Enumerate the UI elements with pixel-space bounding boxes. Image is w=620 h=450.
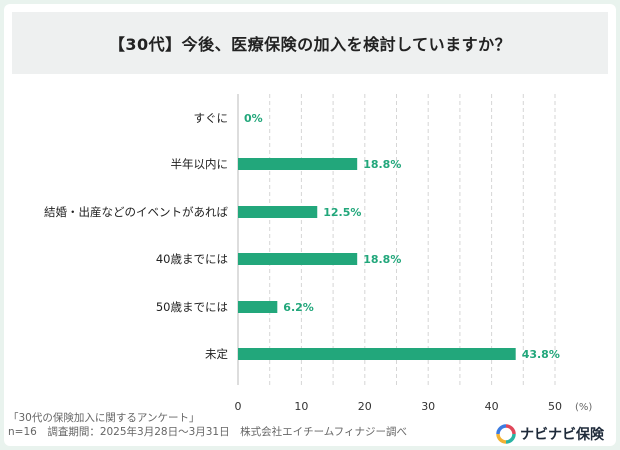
logo-text: ナビナビ保険 xyxy=(520,427,604,443)
category-label: 未定 xyxy=(205,347,228,361)
value-label: 18.8% xyxy=(363,253,401,266)
survey-details: n=16 調査期間：2025年3月28日～3月31日 株式会社エイチームフィナジ… xyxy=(8,426,407,438)
grid-lines xyxy=(237,94,556,385)
value-label: 43.8% xyxy=(522,348,560,361)
x-tick-label: 40 xyxy=(485,400,499,413)
x-tick-label: 10 xyxy=(294,400,308,413)
value-labels: 0% 18.8% 12.5% 18.8% 6.2% 43.8% xyxy=(244,112,560,361)
title-bar: 【30代】今後、医療保険の加入を検討していますか？ xyxy=(12,12,608,74)
chart-title: 【30代】今後、医療保険の加入を検討していますか？ xyxy=(108,35,512,54)
x-axis-unit: (%) xyxy=(575,402,592,413)
category-label: 50歳までには xyxy=(156,300,228,314)
footer: 「30代の保険加入に関するアンケート」 n=16 調査期間：2025年3月28日… xyxy=(8,411,407,439)
category-label: 40歳までには xyxy=(156,252,228,266)
x-tick-label: 30 xyxy=(421,400,435,413)
bar xyxy=(238,348,516,360)
chart-card: 【30代】今後、医療保険の加入を検討していますか？ xyxy=(4,4,616,446)
value-label: 0% xyxy=(244,112,263,125)
category-label: すぐに xyxy=(194,111,229,125)
value-label: 12.5% xyxy=(323,206,361,219)
bar xyxy=(238,158,358,170)
x-tick-label: 20 xyxy=(358,400,372,413)
category-label: 半年以内に xyxy=(171,157,229,171)
x-tick-label: 0 xyxy=(235,400,242,413)
bar xyxy=(238,206,318,218)
bars xyxy=(238,158,516,360)
x-tick-label: 50 xyxy=(548,400,562,413)
survey-name: 「30代の保険加入に関するアンケート」 xyxy=(8,412,200,424)
category-label: 結婚・出産などのイベントがあれば xyxy=(44,205,228,219)
value-label: 6.2% xyxy=(283,301,314,314)
logo-mark-icon xyxy=(496,424,516,444)
x-axis-ticks: 0 10 20 30 40 50 xyxy=(235,400,563,413)
brand-logo: ナビナビ保険 xyxy=(496,424,604,444)
value-label: 18.8% xyxy=(363,158,401,171)
bar xyxy=(238,301,278,313)
bar xyxy=(238,253,358,265)
